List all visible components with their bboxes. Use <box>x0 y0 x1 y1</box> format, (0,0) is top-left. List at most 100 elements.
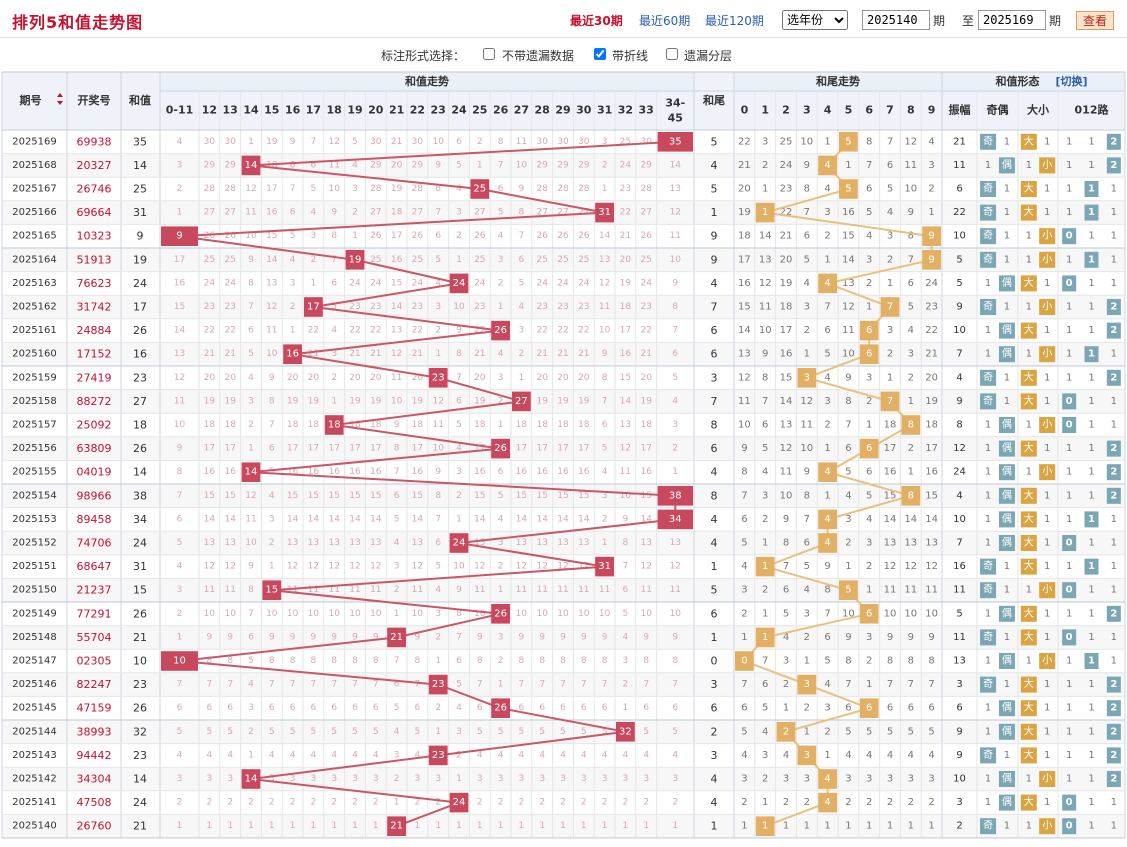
period-link-120[interactable]: 最近120期 <box>705 14 764 28</box>
view-button[interactable]: 查看 <box>1076 11 1114 30</box>
sum-cell: 26 <box>133 442 147 455</box>
sum-omit-cell: 20 <box>536 373 548 383</box>
route-marker-label: 1 <box>1088 561 1095 572</box>
tail-marker-label: 4 <box>824 538 830 549</box>
oe-marker <box>980 747 997 764</box>
period-from-input[interactable] <box>862 10 930 30</box>
route-omit: 1 <box>1111 349 1117 360</box>
tail-marker-label: 2 <box>783 726 789 737</box>
amplitude-cell: 3 <box>956 679 962 690</box>
amplitude-cell: 9 <box>956 396 962 407</box>
period-link-30[interactable]: 最近30期 <box>570 14 623 28</box>
oe-omit: 1 <box>985 726 991 737</box>
tail-marker-label: 8 <box>908 420 914 431</box>
sum-omit-cell: 16 <box>516 467 528 477</box>
tail-omit-cell: 3 <box>824 207 830 218</box>
amplitude-cell: 5 <box>956 608 962 619</box>
sum-omit-cell: 3 <box>477 774 483 784</box>
sum-omit-cell: 6 <box>290 208 296 218</box>
sum-marker-label: 24 <box>453 278 466 289</box>
route-omit: 1 <box>1111 585 1117 596</box>
tail-marker-label: 6 <box>866 349 872 360</box>
tail-omit-cell: 22 <box>738 136 751 147</box>
route-omit: 1 <box>1088 821 1094 832</box>
sum-omit-cell: 4 <box>519 302 525 312</box>
oe-omit: 1 <box>1004 254 1010 265</box>
sum-omit-cell: 1 <box>269 562 275 572</box>
tail-omit-cell: 7 <box>804 514 810 525</box>
line-label[interactable]: 带折线 <box>612 49 649 63</box>
period-link-60[interactable]: 最近60期 <box>639 14 691 28</box>
sum-omit-cell: 18 <box>578 420 590 430</box>
route-marker <box>1062 794 1077 811</box>
sum-omit-cell: 19 <box>287 396 299 406</box>
tail-omit-cell: 8 <box>804 184 810 195</box>
sum-omit-cell: 24 <box>578 278 590 288</box>
sum-omit-cell: 3 <box>672 774 678 784</box>
sum-omit-cell: 29 <box>578 160 590 170</box>
route-omit: 1 <box>1066 514 1072 525</box>
tail-marker <box>859 438 879 459</box>
route-omit: 1 <box>1088 443 1094 454</box>
tail-omit-cell: 17 <box>738 254 751 265</box>
sum-omit-cell: 15 <box>266 231 277 241</box>
draw-cell: 27419 <box>77 371 112 384</box>
form-switch-link: [切换] <box>1055 74 1087 88</box>
sum-omit-cell: 4 <box>227 750 233 760</box>
tail-omit-cell: 1 <box>908 396 914 407</box>
page-title: 排列5和值走势图 <box>12 13 144 32</box>
bs-marker-label: 大 <box>1024 724 1034 737</box>
tail-marker <box>922 250 941 270</box>
period-to-input[interactable] <box>978 10 1046 30</box>
tail-col-header: 7 <box>886 104 894 117</box>
tail-omit-cell: 2 <box>762 774 768 785</box>
layer-label[interactable]: 遗漏分层 <box>684 49 733 63</box>
tail-omit-cell: 4 <box>804 278 810 289</box>
layer-checkbox[interactable] <box>666 48 678 60</box>
year-select[interactable]: 选年份 <box>782 10 848 30</box>
bs-marker-label: 大 <box>1024 559 1034 572</box>
sum-omit-cell: 7 <box>269 420 275 430</box>
tail-marker <box>859 344 879 364</box>
tail-omit-cell: 1 <box>824 136 830 147</box>
bs-marker-label: 小 <box>1042 466 1052 478</box>
sum-omit-cell: 30 <box>204 137 216 147</box>
sum-omit-cell: 18 <box>224 420 236 430</box>
oe-omit: 1 <box>985 774 991 785</box>
tail-omit-cell: 12 <box>925 561 938 572</box>
no-omit-label[interactable]: 不带遗漏数据 <box>502 49 575 63</box>
sum-omit-cell: 27 <box>412 208 423 218</box>
no-omit-checkbox[interactable] <box>483 48 495 60</box>
sum-omit-cell: 16 <box>204 467 216 477</box>
route-omit: 1 <box>1066 774 1072 785</box>
sum-omit-cell: 5 <box>435 255 441 265</box>
sum-omit-cell: 28 <box>370 184 382 194</box>
sum-omit-cell: 2 <box>290 798 296 808</box>
sum-omit-cell: 2 <box>269 798 275 808</box>
sum-omit-cell: 8 <box>290 656 296 666</box>
sum-col-header: 18 <box>327 104 342 117</box>
draw-cell: 69938 <box>77 135 112 148</box>
sum-omit-cell: 1 <box>498 302 504 312</box>
sum-omit-cell: 13 <box>287 538 298 548</box>
sum-omit-cell: 8 <box>207 656 213 666</box>
sum-omit-cell: 10 <box>266 349 278 359</box>
sum-omit-cell: 9 <box>290 632 296 642</box>
route-omit: 1 <box>1066 703 1072 714</box>
sum-omit-cell: 26 <box>474 231 486 241</box>
sum-omit-cell: 7 <box>477 680 483 690</box>
tail-cell: 2 <box>711 725 718 738</box>
tail-omit-cell: 5 <box>804 561 810 572</box>
sum-omit-cell: 11 <box>432 420 443 430</box>
sum-omit-cell: 18 <box>557 420 569 430</box>
sum-omit-cell: 8 <box>331 656 337 666</box>
sum-omit-cell: 18 <box>266 160 278 170</box>
tail-omit-cell: 18 <box>780 302 793 313</box>
oe-marker <box>998 157 1015 174</box>
sum-omit-cell: 7 <box>415 680 421 690</box>
tail-col-header: 9 <box>928 104 936 117</box>
line-checkbox[interactable] <box>594 48 606 60</box>
sum-omit-cell: 4 <box>331 750 337 760</box>
sum-omit-cell: 1 <box>643 821 649 831</box>
sum-omit-cell: 22 <box>204 326 215 336</box>
